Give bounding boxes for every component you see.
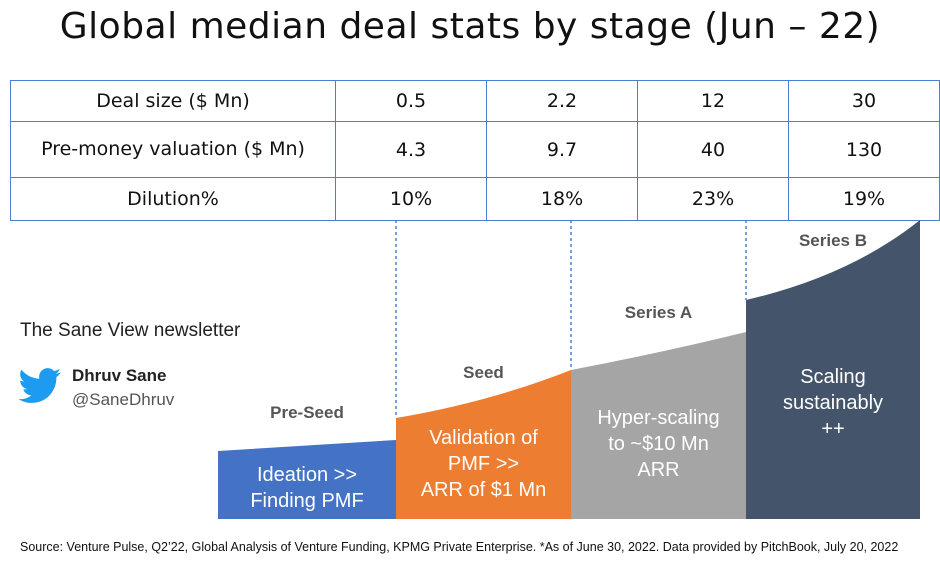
stage-desc-pre-seed: Ideation >> Finding PMF xyxy=(250,464,364,512)
source-note: Source: Venture Pulse, Q2’22, Global Ana… xyxy=(20,540,899,554)
stage-area-seed xyxy=(396,370,571,519)
table-cell: 4.3 xyxy=(335,121,488,178)
author-name: Dhruv Sane xyxy=(72,366,167,385)
stage-label-series-a: Series A xyxy=(624,303,693,322)
row-label: Deal size ($ Mn) xyxy=(9,80,337,122)
stage-desc-seed: Validation of PMF >> ARR of $1 Mn xyxy=(420,427,547,501)
table-cell: 2.2 xyxy=(486,80,639,122)
deal-stats-table: Deal size ($ Mn) 0.5 2.2 12 30 Pre-money… xyxy=(9,80,940,221)
row-label: Dilution% xyxy=(9,177,337,221)
stage-label-seed: Seed xyxy=(463,363,504,382)
table-cell: 19% xyxy=(788,177,940,221)
newsletter-name: The Sane View newsletter xyxy=(20,320,241,341)
table-cell: 9.7 xyxy=(486,121,639,178)
stage-label-pre-seed: Pre-Seed xyxy=(270,403,344,422)
twitter-bird-icon xyxy=(18,368,61,403)
stage-desc-series-b: Scaling sustainably ++ xyxy=(782,366,884,440)
row-label: Pre-money valuation ($ Mn) xyxy=(9,121,337,178)
table-row: Pre-money valuation ($ Mn) 4.3 9.7 40 13… xyxy=(9,121,940,178)
table-cell: 10% xyxy=(335,177,488,221)
stage-area-pre-seed xyxy=(218,440,396,519)
stage-area-series-a xyxy=(571,332,746,519)
table-cell: 40 xyxy=(637,121,789,178)
table-cell: 18% xyxy=(486,177,639,221)
author-handle: @SaneDhruv xyxy=(72,390,175,409)
table-cell: 0.5 xyxy=(335,80,488,122)
stage-area-series-b xyxy=(746,220,920,519)
stage-desc-series-a: Hyper-scaling to ~$10 Mn ARR xyxy=(597,407,720,481)
stage-label-series-b: Series B xyxy=(798,231,868,250)
table-cell: 130 xyxy=(788,121,940,178)
table-cell: 30 xyxy=(788,80,940,122)
table-cell: 23% xyxy=(637,177,789,221)
table-row: Deal size ($ Mn) 0.5 2.2 12 30 xyxy=(9,80,940,122)
table-row: Dilution% 10% 18% 23% 19% xyxy=(9,177,940,221)
chart-title: Global median deal stats by stage (Jun –… xyxy=(59,6,881,47)
